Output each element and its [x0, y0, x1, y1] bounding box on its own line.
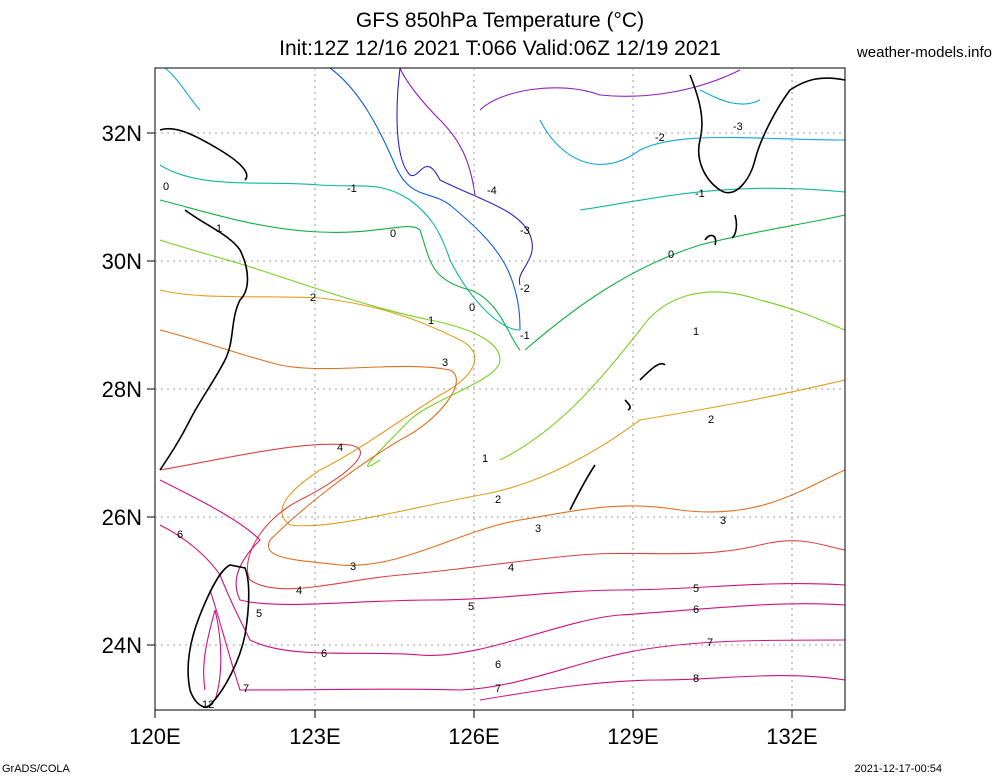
lon-label: 126E: [448, 724, 499, 749]
lat-label: 30N: [102, 249, 142, 274]
contour-purple: [399, 67, 476, 196]
contour-label: 2: [708, 414, 714, 426]
lon-label: 123E: [289, 724, 340, 749]
footer-timestamp: 2021-12-17-00:54: [854, 763, 942, 775]
plot-frame: [147, 67, 846, 718]
contour-label: 1: [693, 326, 699, 338]
contour-label: 2: [310, 292, 316, 304]
contour-label: 12: [202, 699, 214, 711]
contour-t12: [203, 609, 222, 701]
contour-label: -2: [520, 283, 530, 295]
contour-label: 1: [216, 223, 222, 235]
contour-lines: [159, 67, 846, 701]
contour-label: 6: [495, 659, 501, 671]
contour-label: 3: [442, 357, 448, 369]
contour-label: 4: [296, 585, 302, 597]
taiwan-coast: [187, 564, 250, 708]
contour-label: 0: [390, 228, 396, 240]
contour-label: -1: [520, 330, 530, 342]
contour-labels: -4 -3 -3 -2 -2 -1 -1 -1 0 0 0 0 1 1 1 1 …: [163, 121, 743, 711]
axis-ticks: [147, 132, 793, 718]
contour-t8: [479, 675, 846, 701]
contour-label: 6: [177, 529, 183, 541]
ryukyu-islands: [569, 214, 738, 511]
contour-t6: [159, 524, 846, 656]
contour-m1: [159, 164, 846, 331]
contour-label: -2: [655, 132, 665, 144]
contour-label: 4: [508, 562, 514, 574]
gridlines: [155, 68, 845, 710]
contour-label: 3: [535, 523, 541, 535]
kyushu-coast: [689, 74, 846, 194]
contour-t0: [159, 199, 846, 351]
contour-m2: [164, 67, 846, 165]
contour-label: -1: [695, 188, 705, 200]
contour-label: 1: [428, 315, 434, 327]
contour-label: 4: [337, 442, 343, 454]
map-title: GFS 850hPa Temperature (°C): [355, 9, 645, 32]
contour-t7: [209, 589, 846, 691]
lon-label: 132E: [766, 724, 817, 749]
contour-label: 0: [469, 302, 475, 314]
coastlines: [159, 74, 846, 708]
contour-label: 5: [256, 608, 262, 620]
contour-t3: [159, 329, 846, 566]
lat-label: 26N: [102, 505, 142, 530]
contour-label: 2: [495, 494, 501, 506]
lat-label: 24N: [102, 633, 142, 658]
contour-label: 7: [243, 683, 249, 695]
contour-label: -3: [520, 225, 530, 237]
footer-software: GrADS/COLA: [2, 763, 70, 775]
contour-label: 0: [163, 181, 169, 193]
contour-label: 6: [321, 648, 327, 660]
china-coast: [159, 127, 249, 471]
contour-t5: [159, 479, 846, 605]
contour-label: 0: [668, 249, 674, 261]
contour-t4: [159, 443, 846, 590]
contour-label: -1: [347, 183, 357, 195]
site-credit: weather-models.info: [856, 44, 992, 61]
contour-t1: [159, 239, 846, 467]
contour-label: 7: [495, 683, 501, 695]
contour-label: 1: [482, 453, 488, 465]
contour-label: 5: [693, 583, 699, 595]
lat-label: 32N: [102, 121, 142, 146]
contour-label: 7: [707, 637, 713, 649]
contour-label: 8: [693, 673, 699, 685]
contour-label: 3: [350, 561, 356, 573]
contour-m4: [396, 67, 533, 286]
contour-purple: [479, 69, 741, 111]
contour-label: 6: [693, 604, 699, 616]
contour-label: 3: [720, 515, 726, 527]
lon-label: 129E: [607, 724, 658, 749]
contour-t2: [159, 289, 846, 527]
lon-label: 120E: [129, 724, 180, 749]
contour-m3: [329, 67, 521, 331]
contour-label: -3: [733, 121, 743, 133]
lat-label: 28N: [102, 377, 142, 402]
contour-label: -4: [487, 185, 497, 197]
contour-label: 5: [468, 601, 474, 613]
map-subtitle: Init:12Z 12/16 2021 T:066 Valid:06Z 12/1…: [279, 37, 721, 60]
